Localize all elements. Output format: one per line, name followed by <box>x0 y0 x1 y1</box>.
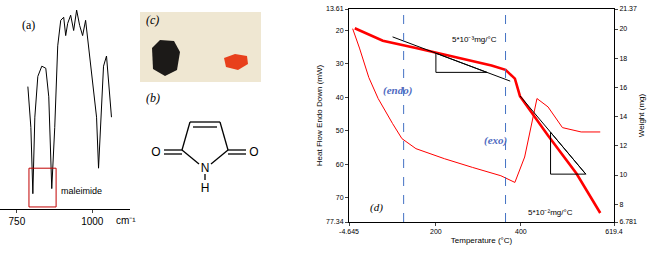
svg-text:30: 30 <box>336 60 344 67</box>
svg-text:1000: 1000 <box>81 216 104 227</box>
svg-text:(c): (c) <box>146 13 159 27</box>
svg-text:-4.645: -4.645 <box>339 228 359 235</box>
svg-text:200: 200 <box>430 228 442 235</box>
svg-text:(b): (b) <box>146 91 160 105</box>
svg-text:16: 16 <box>619 84 627 91</box>
svg-text:10: 10 <box>619 171 627 178</box>
svg-text:(endo): (endo) <box>383 84 412 97</box>
svg-text:40: 40 <box>336 94 344 101</box>
svg-text:H: H <box>201 181 210 195</box>
svg-text:60: 60 <box>336 161 344 168</box>
svg-text:400: 400 <box>515 228 527 235</box>
svg-text:O: O <box>249 145 258 159</box>
svg-text:619.4: 619.4 <box>605 228 623 235</box>
svg-text:21.37: 21.37 <box>619 5 637 12</box>
svg-text:maleimide: maleimide <box>61 186 102 196</box>
svg-text:N: N <box>201 161 210 175</box>
svg-text:50: 50 <box>336 127 344 134</box>
svg-text:13.61: 13.61 <box>326 5 344 12</box>
svg-text:Temperature (°C): Temperature (°C) <box>451 236 513 245</box>
svg-text:Weight (mg): Weight (mg) <box>637 93 646 137</box>
svg-text:5*10⁻²mg/°C: 5*10⁻²mg/°C <box>528 208 573 217</box>
svg-text:(exo): (exo) <box>484 134 507 147</box>
svg-text:14: 14 <box>619 113 627 120</box>
svg-text:O: O <box>151 145 160 159</box>
svg-text:6.781: 6.781 <box>619 218 637 225</box>
svg-text:18: 18 <box>619 55 627 62</box>
svg-text:8: 8 <box>619 201 623 208</box>
svg-text:12: 12 <box>619 142 627 149</box>
svg-text:750: 750 <box>9 216 26 227</box>
svg-text:20: 20 <box>619 25 627 32</box>
svg-text:(a): (a) <box>22 18 35 32</box>
svg-text:(d): (d) <box>370 201 383 214</box>
svg-text:70: 70 <box>336 194 344 201</box>
svg-text:5*10⁻³mg/°C: 5*10⁻³mg/°C <box>452 35 497 44</box>
svg-text:cm⁻¹: cm⁻¹ <box>116 215 136 226</box>
svg-text:20: 20 <box>336 27 344 34</box>
svg-text:Heat Flow Endo Down (mW): Heat Flow Endo Down (mW) <box>315 64 324 166</box>
svg-text:77.34: 77.34 <box>326 218 344 225</box>
